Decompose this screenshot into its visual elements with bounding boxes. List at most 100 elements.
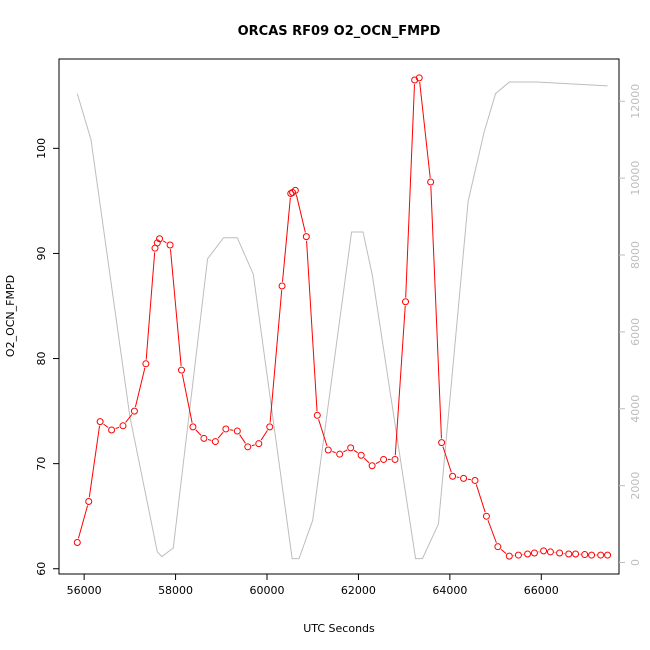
data-point bbox=[233, 427, 241, 435]
x-tick-label: 64000 bbox=[432, 584, 467, 597]
data-point bbox=[178, 366, 186, 374]
data-point bbox=[505, 552, 513, 560]
x-tick-label: 58000 bbox=[158, 584, 193, 597]
data-point bbox=[85, 497, 93, 505]
data-point bbox=[108, 426, 116, 434]
data-point bbox=[244, 443, 252, 451]
data-point bbox=[427, 178, 435, 186]
data-point bbox=[597, 551, 605, 559]
plot-frame bbox=[58, 58, 620, 575]
data-point bbox=[415, 74, 423, 82]
series-line-segment bbox=[217, 431, 224, 439]
data-point bbox=[411, 76, 419, 84]
series-line-segment bbox=[169, 249, 182, 366]
data-point bbox=[73, 538, 81, 546]
data-point bbox=[302, 233, 310, 241]
data-point bbox=[200, 434, 208, 442]
data-point bbox=[156, 235, 164, 243]
series-line-segment bbox=[207, 439, 212, 441]
series-line-segment bbox=[77, 505, 89, 539]
series-line-segment bbox=[115, 426, 120, 430]
y2-tick-label: 8000 bbox=[629, 241, 642, 269]
series-line-segment bbox=[500, 548, 507, 554]
data-point bbox=[449, 472, 457, 480]
series-line-segment bbox=[295, 194, 306, 233]
series-line-segment bbox=[260, 430, 268, 441]
y-tick-label: 80 bbox=[35, 352, 48, 366]
series-line-segment bbox=[306, 240, 318, 412]
data-point bbox=[581, 551, 589, 559]
series-line-segment bbox=[318, 419, 328, 447]
data-point bbox=[460, 474, 468, 482]
y2-tick-label: 4000 bbox=[629, 395, 642, 423]
data-point bbox=[189, 423, 197, 431]
series-line-segment bbox=[134, 367, 146, 408]
series-line-segment bbox=[375, 461, 381, 465]
data-point bbox=[391, 455, 399, 463]
data-point bbox=[347, 444, 355, 452]
data-point bbox=[291, 186, 299, 194]
data-point bbox=[588, 551, 596, 559]
data-point bbox=[556, 549, 564, 557]
data-point bbox=[402, 298, 410, 306]
data-point bbox=[211, 438, 219, 446]
y2-tick-label: 12000 bbox=[629, 84, 642, 119]
chart-marks bbox=[73, 74, 612, 560]
series-line-secondary bbox=[76, 81, 608, 560]
data-point bbox=[530, 549, 538, 557]
y-tick-label: 100 bbox=[35, 138, 48, 159]
series-line-segment bbox=[125, 414, 133, 423]
data-point bbox=[368, 462, 376, 470]
series-line-segment bbox=[363, 457, 370, 464]
series-line-segment bbox=[394, 305, 406, 456]
x-tick-label: 60000 bbox=[250, 584, 285, 597]
y-tick-label: 60 bbox=[35, 562, 48, 576]
y2-tick-label: 10000 bbox=[629, 161, 642, 196]
y2-tick-label: 0 bbox=[629, 559, 642, 566]
x-tick-label: 66000 bbox=[524, 584, 559, 597]
series-line-segment bbox=[195, 429, 202, 436]
y-axis-label: O2_OCN_FMPD bbox=[4, 275, 17, 357]
data-point bbox=[494, 543, 502, 551]
data-point bbox=[142, 360, 150, 368]
data-point bbox=[572, 550, 580, 558]
series-line-segment bbox=[442, 446, 452, 473]
x-tick-label: 56000 bbox=[67, 584, 102, 597]
x-tick-label: 62000 bbox=[341, 584, 376, 597]
y2-tick-label: 6000 bbox=[629, 318, 642, 346]
data-point bbox=[324, 446, 332, 454]
data-point bbox=[255, 440, 263, 448]
data-point bbox=[96, 418, 104, 426]
series-line-segment bbox=[239, 434, 246, 444]
series-line-segment bbox=[281, 197, 291, 282]
data-point bbox=[540, 547, 548, 555]
y2-tick-label: 2000 bbox=[629, 472, 642, 500]
series-line-segment bbox=[467, 478, 471, 481]
data-point bbox=[336, 450, 344, 458]
data-point bbox=[222, 425, 230, 433]
series-line-segment bbox=[145, 252, 156, 360]
data-point bbox=[438, 439, 446, 447]
series-line-segment bbox=[343, 449, 348, 453]
series-line-segment bbox=[269, 290, 283, 423]
data-point bbox=[471, 476, 479, 484]
data-point bbox=[153, 239, 161, 247]
data-point bbox=[514, 551, 522, 559]
data-point bbox=[604, 551, 612, 559]
data-point bbox=[166, 241, 174, 249]
series-line-segment bbox=[103, 423, 109, 428]
x-axis-label: UTC Seconds bbox=[303, 622, 375, 635]
series-line-segment bbox=[419, 82, 431, 178]
series-line-segment bbox=[88, 425, 101, 498]
series-line-segment bbox=[430, 186, 442, 439]
series-line-segment bbox=[251, 444, 255, 447]
data-point bbox=[524, 550, 532, 558]
series-line-segment bbox=[405, 84, 415, 298]
y-tick-label: 90 bbox=[35, 246, 48, 260]
axes: 56000 58000 60000 62000 64000 660006070809010… bbox=[35, 84, 642, 597]
series-line-segment bbox=[332, 450, 336, 454]
series-line-segment bbox=[487, 519, 497, 543]
data-point bbox=[313, 411, 321, 419]
series-line-segment bbox=[353, 449, 359, 454]
